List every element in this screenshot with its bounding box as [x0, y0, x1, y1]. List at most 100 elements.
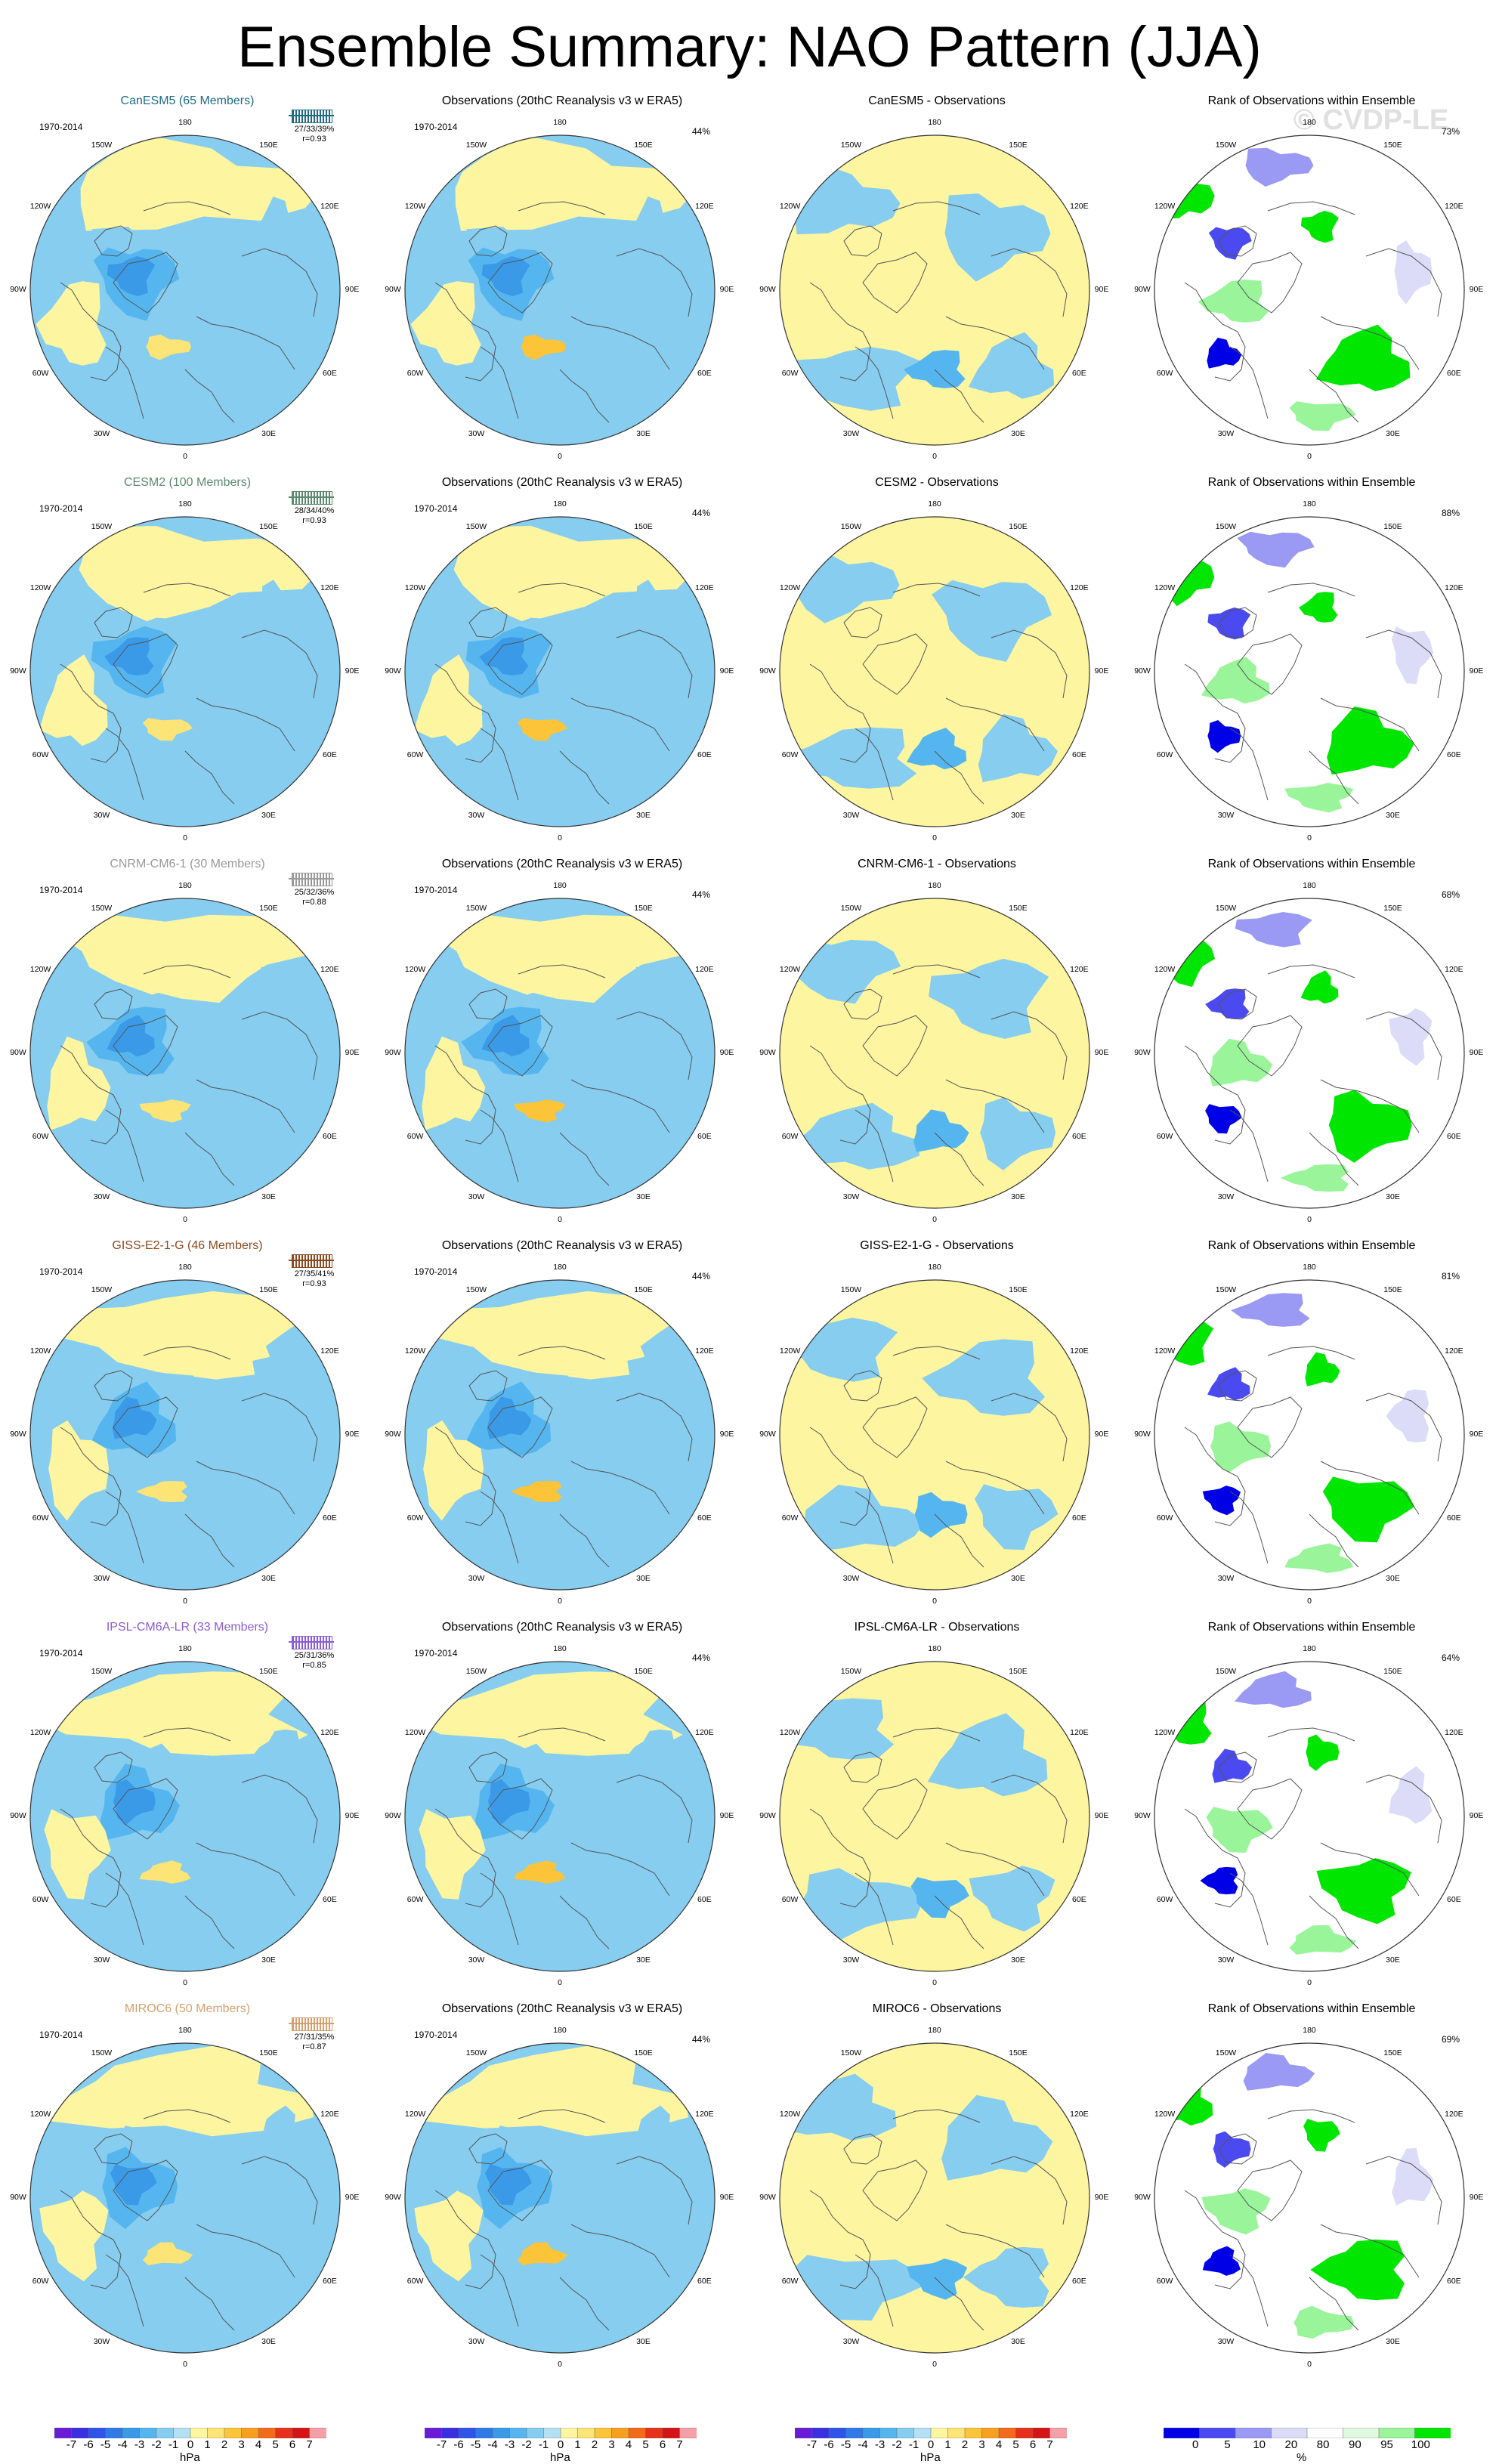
observations-map: [404, 2042, 716, 2354]
rank-map: [1154, 898, 1465, 1209]
longitude-label: 30W: [1217, 811, 1235, 821]
longitude-label: 120E: [695, 964, 714, 974]
colorbar-tick-label: 0: [557, 2438, 564, 2451]
field-region: [1280, 1164, 1349, 1192]
field-region: [47, 1036, 111, 1130]
longitude-label: 150W: [91, 1285, 113, 1294]
longitude-label: 30W: [842, 1192, 860, 1202]
longitude-label: 60E: [1072, 750, 1086, 759]
rank-panel: Rank of Observations within Ensemble 81% 1…: [1124, 1212, 1499, 1606]
field-region: [79, 525, 321, 623]
field-region: [1306, 1734, 1340, 1771]
field-region: [1210, 1421, 1272, 1473]
difference-title: CNRM-CM6-1 - Observations: [858, 858, 1016, 870]
field-region: [510, 1481, 562, 1502]
colorbar-tick-label: 3: [238, 2438, 245, 2451]
rank-map: [1154, 1661, 1465, 1972]
longitude-label: 60E: [697, 750, 712, 759]
colorbar-tick-label: 3: [978, 2438, 985, 2451]
coastline: [94, 988, 133, 1020]
longitude-label: 60E: [697, 2276, 712, 2286]
coastline: [434, 1427, 496, 1526]
field-region: [80, 135, 323, 231]
longitude-label: 150W: [1215, 2048, 1237, 2057]
colorbar-swatch: [509, 2427, 527, 2439]
field-region: [39, 654, 108, 747]
colorbar-swatch: [947, 2427, 966, 2439]
spread-box: [292, 873, 332, 886]
coastline: [892, 2109, 981, 2123]
coastline: [94, 225, 133, 257]
colorbar-tick-label: -6: [824, 2438, 834, 2451]
rank-percent: 81%: [1441, 1271, 1460, 1281]
map-container: [765, 883, 1105, 1227]
field-region: [455, 135, 697, 231]
colorbar-tick-label: 3: [608, 2438, 615, 2451]
longitude-label: 150E: [1383, 903, 1402, 913]
longitude-label: 150W: [465, 140, 487, 150]
field-region: [410, 281, 481, 366]
coastline: [892, 201, 981, 215]
colorbar-swatch: [139, 2427, 157, 2439]
field-region: [872, 656, 941, 729]
watermark: © CVDP-LE: [1293, 104, 1449, 136]
map-container: [390, 1265, 730, 1609]
colorbar-tick-label: -5: [470, 2438, 481, 2451]
longitude-label: 30E: [1386, 1574, 1400, 1584]
colorbar-swatch: [543, 2427, 561, 2439]
field-region: [107, 1015, 155, 1057]
field-region: [255, 966, 307, 1033]
colorbar-swatch: [275, 2427, 293, 2439]
longitude-label: 120W: [779, 201, 801, 211]
model-title: MIROC6 (50 Members): [124, 2002, 251, 2015]
longitude-label: 60W: [781, 1894, 799, 1904]
coastline: [468, 607, 508, 638]
field-region: [968, 332, 1055, 399]
member-spread-box: 27/33/39% r=0.93: [287, 108, 342, 150]
longitude-label: 90W: [1134, 666, 1151, 676]
longitude-label: 60W: [32, 1894, 49, 1904]
longitude-label: 60W: [32, 1131, 49, 1141]
colorbar-swatch: [1235, 2427, 1272, 2439]
map-border: [779, 2042, 1090, 2354]
rank-panel: Rank of Observations within Ensemble 73% 1…: [1124, 67, 1499, 461]
longitude-label: 30E: [636, 811, 651, 821]
longitude-label: 60E: [1072, 2276, 1086, 2286]
longitude-label: 0: [558, 833, 562, 842]
field-region: [1235, 1671, 1312, 1708]
coastline: [616, 1774, 693, 1844]
map-border: [404, 1661, 716, 1972]
coastline: [570, 1842, 670, 1897]
coastline: [94, 2133, 133, 2165]
coastline: [487, 1015, 553, 1077]
variance-explained: 44%: [691, 889, 710, 900]
coastline: [94, 607, 133, 638]
longitude-label: 30E: [1011, 1574, 1025, 1584]
longitude-label: 150E: [634, 903, 653, 913]
field-region: [881, 2177, 942, 2260]
longitude-label: 60E: [1072, 1894, 1086, 1904]
variance-explained: 44%: [691, 2034, 710, 2045]
longitude-label: 60E: [1447, 750, 1461, 759]
observations-map: [404, 516, 716, 827]
longitude-label: 30E: [636, 1955, 651, 1965]
coastline: [1320, 2224, 1420, 2278]
field-region: [249, 1729, 301, 1791]
coastline: [862, 2159, 928, 2221]
longitude-label: 90W: [759, 285, 776, 294]
colorbar-tick-label: 1: [204, 2438, 211, 2451]
colorbar-tick-label: -1: [538, 2438, 549, 2451]
field-region: [1207, 337, 1242, 369]
colorbar-unit: hPa: [550, 2451, 570, 2464]
longitude-label: 60E: [697, 368, 712, 378]
model-panel: MIROC6 (50 Members) 1970-2014 27/31/35% r=0…: [0, 1975, 375, 2369]
observations-title: Observations (20thC Reanalysis v3 w ERA5…: [441, 1239, 683, 1252]
coastline: [487, 633, 553, 695]
field-region: [1301, 211, 1339, 243]
longitude-label: 90W: [759, 666, 776, 676]
map-container: [765, 1265, 1105, 1609]
longitude-label: 60W: [1156, 1894, 1173, 1904]
longitude-label: 120W: [404, 2109, 426, 2119]
field-region: [868, 1037, 939, 1106]
field-region: [48, 913, 324, 1003]
